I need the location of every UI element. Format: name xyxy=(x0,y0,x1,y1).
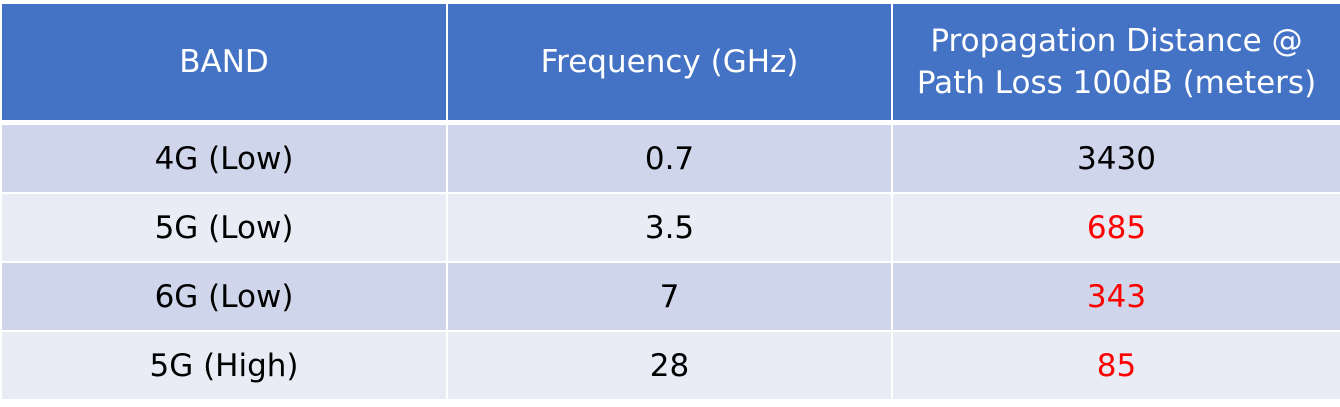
cell-distance: 85 xyxy=(891,330,1340,401)
cell-frequency: 0.7 xyxy=(446,121,893,194)
cell-frequency: 28 xyxy=(446,330,893,401)
header-row: BAND Frequency (GHz) Propagation Distanc… xyxy=(0,2,1340,125)
cell-band: 5G (High) xyxy=(0,330,448,401)
header-distance: Propagation Distance @ Path Loss 100dB (… xyxy=(891,2,1340,125)
header-band: BAND xyxy=(0,2,448,125)
cell-distance: 3430 xyxy=(891,121,1340,194)
table-row: 4G (Low) 0.7 3430 xyxy=(0,121,1340,194)
cell-band: 6G (Low) xyxy=(0,261,448,332)
cell-frequency: 7 xyxy=(446,261,893,332)
table-row: 5G (Low) 3.5 685 xyxy=(0,192,1340,263)
cell-band: 5G (Low) xyxy=(0,192,448,263)
table-row: 6G (Low) 7 343 xyxy=(0,261,1340,332)
cell-distance: 343 xyxy=(891,261,1340,332)
cell-band: 4G (Low) xyxy=(0,121,448,194)
header-frequency: Frequency (GHz) xyxy=(446,2,893,125)
cell-distance: 685 xyxy=(891,192,1340,263)
cell-frequency: 3.5 xyxy=(446,192,893,263)
table-row: 5G (High) 28 85 xyxy=(0,330,1340,401)
